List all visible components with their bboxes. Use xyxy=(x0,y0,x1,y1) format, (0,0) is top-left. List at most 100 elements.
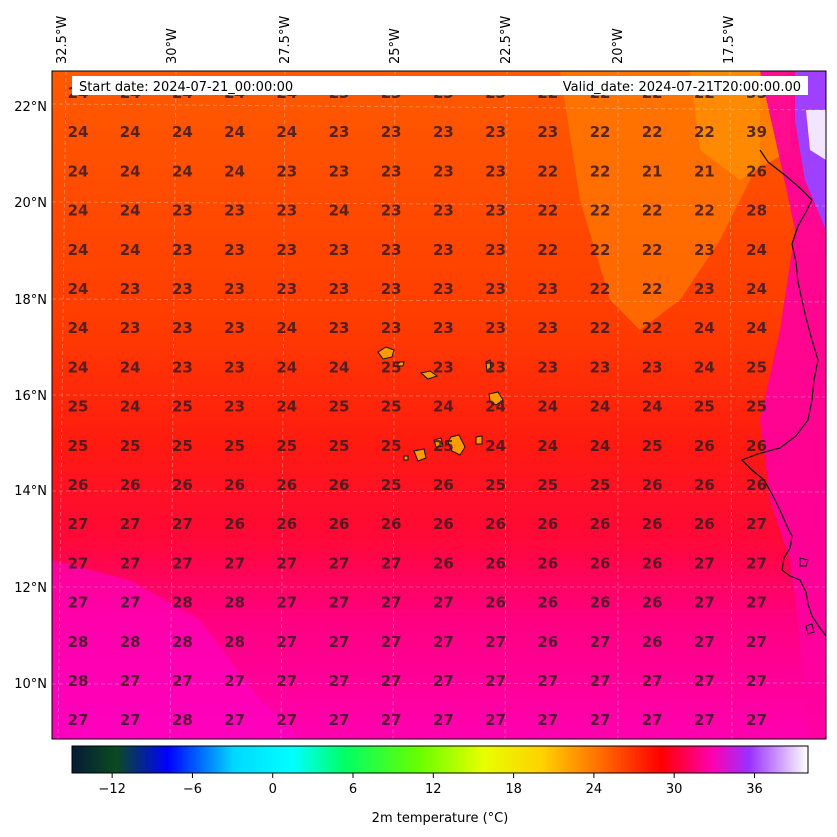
grid-value: 27 xyxy=(433,711,454,729)
grid-value: 27 xyxy=(694,711,715,729)
grid-value: 23 xyxy=(120,319,141,337)
grid-value: 25 xyxy=(485,476,506,494)
grid-value: 23 xyxy=(381,241,402,259)
grid-value: 27 xyxy=(68,594,89,612)
grid-value: 25 xyxy=(381,437,402,455)
grid-value: 23 xyxy=(172,202,193,220)
grid-value: 23 xyxy=(433,162,454,180)
grid-value: 26 xyxy=(537,594,558,612)
grid-value: 24 xyxy=(694,358,715,376)
grid-value: 24 xyxy=(276,358,297,376)
grid-value: 39 xyxy=(746,123,767,141)
grid-value: 23 xyxy=(537,123,558,141)
grid-value: 23 xyxy=(694,280,715,298)
grid-value: 26 xyxy=(68,476,89,494)
grid-value: 26 xyxy=(537,515,558,533)
grid-value: 26 xyxy=(642,554,663,572)
grid-value: 26 xyxy=(381,515,402,533)
grid-value: 24 xyxy=(224,123,245,141)
grid-value: 27 xyxy=(537,711,558,729)
grid-value: 25 xyxy=(329,437,350,455)
grid-value: 23 xyxy=(329,162,350,180)
grid-value: 26 xyxy=(433,554,454,572)
temperature-value-grid: 2424242424232323232222222235242424242423… xyxy=(68,84,767,729)
grid-value: 27 xyxy=(694,633,715,651)
grid-value: 27 xyxy=(276,672,297,690)
grid-value: 23 xyxy=(537,319,558,337)
grid-value: 23 xyxy=(537,280,558,298)
grid-value: 23 xyxy=(329,280,350,298)
grid-value: 26 xyxy=(276,476,297,494)
grid-value: 22 xyxy=(590,202,611,220)
grid-value: 23 xyxy=(433,319,454,337)
grid-value: 23 xyxy=(381,202,402,220)
grid-value: 23 xyxy=(276,162,297,180)
grid-value: 22 xyxy=(590,241,611,259)
grid-value: 22 xyxy=(642,202,663,220)
grid-value: 24 xyxy=(120,241,141,259)
grid-value: 23 xyxy=(276,280,297,298)
lat-label: 10°N xyxy=(14,677,47,692)
grid-value: 26 xyxy=(590,515,611,533)
grid-value: 28 xyxy=(120,633,141,651)
colorbar-tick-label: 30 xyxy=(666,782,683,797)
grid-value: 27 xyxy=(590,672,611,690)
grid-value: 23 xyxy=(381,280,402,298)
grid-value: 22 xyxy=(590,319,611,337)
grid-value: 27 xyxy=(329,594,350,612)
grid-value: 23 xyxy=(485,280,506,298)
grid-value: 27 xyxy=(590,633,611,651)
grid-value: 25 xyxy=(746,398,767,416)
grid-value: 24 xyxy=(537,398,558,416)
grid-value: 26 xyxy=(485,554,506,572)
grid-value: 24 xyxy=(68,241,89,259)
grid-value: 24 xyxy=(68,280,89,298)
grid-value: 27 xyxy=(276,711,297,729)
grid-value: 27 xyxy=(68,515,89,533)
grid-value: 26 xyxy=(590,594,611,612)
grid-value: 24 xyxy=(694,319,715,337)
grid-value: 27 xyxy=(329,672,350,690)
grid-value: 23 xyxy=(329,319,350,337)
grid-value: 24 xyxy=(485,398,506,416)
grid-value: 24 xyxy=(68,123,89,141)
grid-value: 22 xyxy=(694,202,715,220)
grid-value: 23 xyxy=(329,123,350,141)
grid-value: 24 xyxy=(433,398,454,416)
grid-value: 26 xyxy=(537,633,558,651)
lat-label: 16°N xyxy=(14,389,47,404)
grid-value: 26 xyxy=(746,437,767,455)
grid-value: 22 xyxy=(642,241,663,259)
grid-value: 26 xyxy=(537,554,558,572)
grid-value: 24 xyxy=(68,162,89,180)
grid-value: 24 xyxy=(68,319,89,337)
lon-label: 27.5°W xyxy=(278,16,293,64)
grid-value: 22 xyxy=(537,162,558,180)
grid-value: 23 xyxy=(172,319,193,337)
grid-value: 24 xyxy=(746,280,767,298)
grid-value: 26 xyxy=(590,554,611,572)
land-hot-region xyxy=(760,71,826,739)
latitude-labels: 22°N 20°N 18°N 16°N 14°N 12°N 10°N xyxy=(14,100,47,692)
grid-value: 22 xyxy=(642,123,663,141)
grid-value: 27 xyxy=(276,633,297,651)
grid-value: 27 xyxy=(590,711,611,729)
grid-value: 25 xyxy=(694,398,715,416)
lon-label: 22.5°W xyxy=(499,16,514,64)
grid-value: 24 xyxy=(276,319,297,337)
grid-value: 23 xyxy=(485,202,506,220)
grid-value: 25 xyxy=(120,437,141,455)
grid-value: 25 xyxy=(590,476,611,494)
grid-value: 28 xyxy=(746,202,767,220)
grid-value: 27 xyxy=(329,554,350,572)
grid-value: 28 xyxy=(68,633,89,651)
lat-label: 14°N xyxy=(14,484,47,499)
grid-value: 27 xyxy=(433,672,454,690)
colorbar-tick-label: 6 xyxy=(349,782,357,797)
grid-value: 27 xyxy=(694,554,715,572)
grid-value: 23 xyxy=(485,358,506,376)
grid-value: 24 xyxy=(276,398,297,416)
colorbar-ticks: −12 −6 0 6 12 18 24 30 36 xyxy=(98,773,763,797)
grid-value: 24 xyxy=(172,162,193,180)
grid-value: 24 xyxy=(746,319,767,337)
